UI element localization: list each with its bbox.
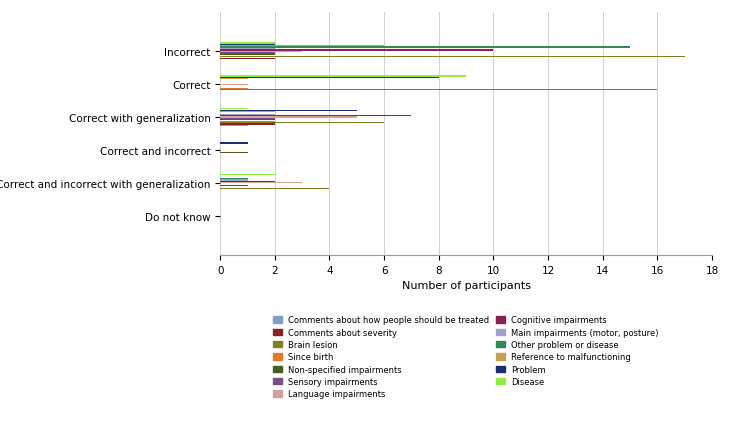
- Bar: [220, 47, 630, 49]
- Bar: [220, 76, 466, 78]
- Bar: [220, 110, 357, 112]
- Bar: [220, 186, 247, 187]
- Bar: [220, 153, 247, 154]
- Bar: [220, 123, 384, 124]
- Bar: [220, 49, 275, 50]
- Bar: [220, 183, 302, 184]
- Bar: [220, 124, 275, 125]
- Legend: Comments about how people should be treated, Comments about severity, Brain lesi: Comments about how people should be trea…: [271, 313, 661, 401]
- Bar: [220, 117, 357, 118]
- Bar: [220, 89, 247, 90]
- Bar: [220, 178, 247, 180]
- Bar: [220, 45, 275, 46]
- Bar: [220, 118, 275, 120]
- Bar: [220, 188, 330, 190]
- Bar: [220, 43, 275, 45]
- Bar: [220, 79, 247, 80]
- Bar: [220, 46, 384, 47]
- Bar: [220, 112, 275, 113]
- Bar: [220, 78, 439, 79]
- Bar: [220, 121, 275, 123]
- Bar: [220, 181, 275, 183]
- Bar: [220, 116, 412, 117]
- Bar: [220, 57, 685, 58]
- Bar: [220, 58, 275, 60]
- Bar: [220, 143, 247, 144]
- Bar: [220, 50, 493, 52]
- Bar: [220, 175, 275, 176]
- Bar: [220, 120, 275, 121]
- Bar: [220, 109, 247, 110]
- Bar: [220, 115, 275, 116]
- X-axis label: Number of participants: Number of participants: [401, 281, 531, 291]
- Bar: [220, 125, 247, 127]
- Bar: [220, 52, 302, 53]
- Bar: [220, 180, 247, 181]
- Bar: [220, 90, 658, 91]
- Bar: [220, 53, 275, 54]
- Bar: [220, 54, 275, 55]
- Bar: [220, 84, 247, 86]
